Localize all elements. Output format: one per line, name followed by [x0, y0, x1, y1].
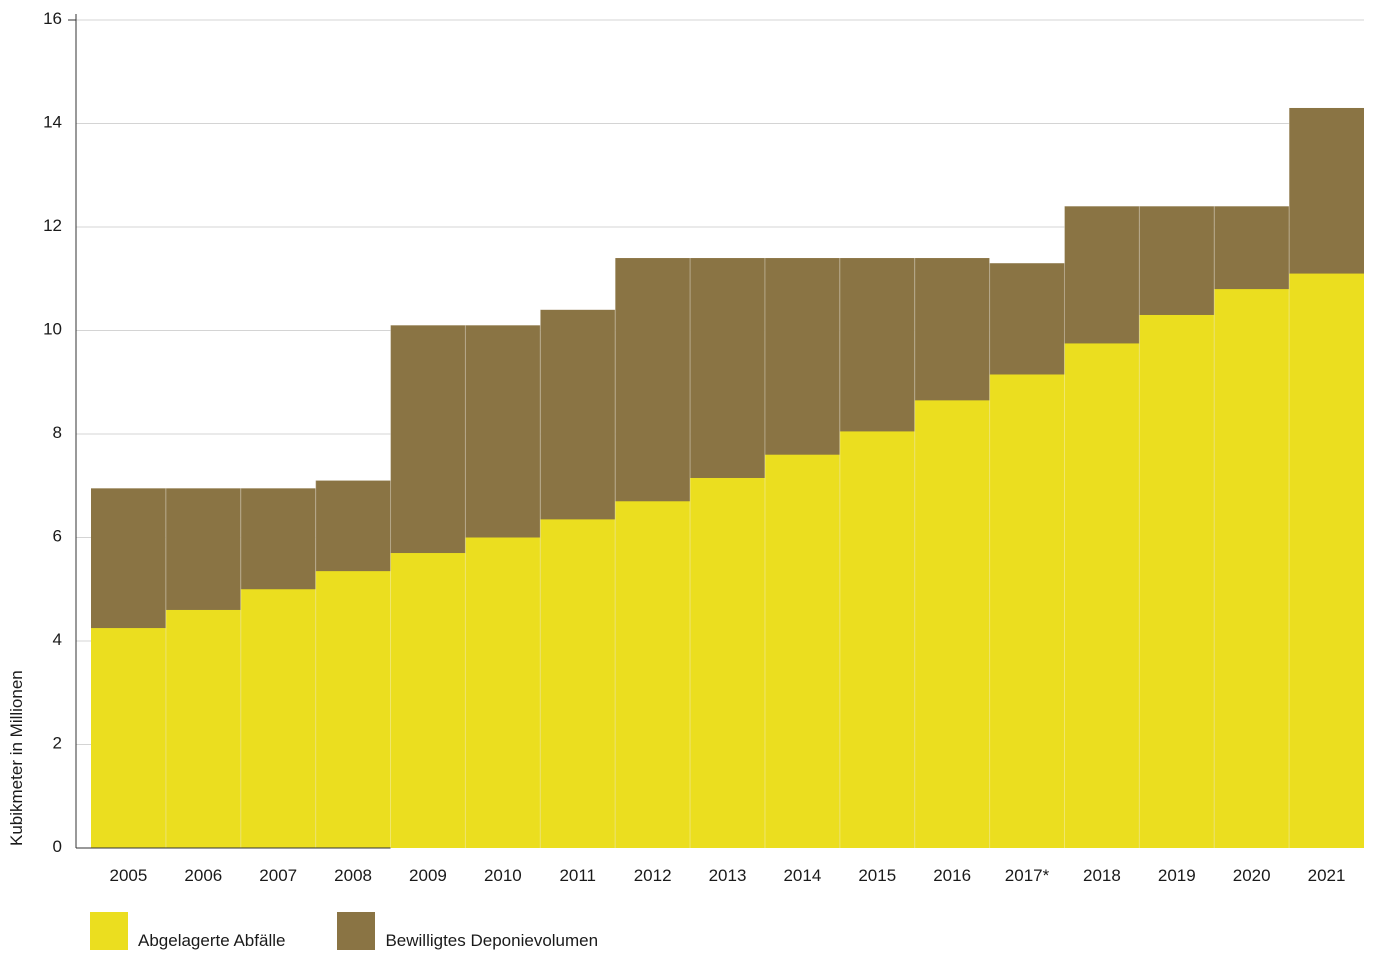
legend-item-abgelagerte-abfaelle: Abgelagerte Abfälle: [90, 912, 285, 950]
x-tick-label: 2006: [184, 866, 222, 885]
y-tick-labels: 0 2 4 6 8 10 12 14 16: [43, 9, 62, 856]
bar-abgelagerte-abf-lle-2008: [316, 571, 391, 848]
bar-abgelagerte-abf-lle-2017: [990, 374, 1065, 848]
legend: Abgelagerte Abfälle Bewilligtes Deponiev…: [90, 912, 650, 950]
x-tick-label: 2016: [933, 866, 971, 885]
x-tick-label: 2008: [334, 866, 372, 885]
y-tick-label: 12: [43, 216, 62, 235]
legend-item-bewilligtes-deponievolumen: Bewilligtes Deponievolumen: [337, 912, 598, 950]
x-tick-label: 2011: [559, 866, 596, 885]
bar-abgelagerte-abf-lle-2018: [1064, 343, 1139, 848]
y-tick-label: 6: [53, 527, 62, 546]
y-tick-label: 0: [53, 837, 62, 856]
x-tick-label: 2013: [709, 866, 747, 885]
legend-label-bewilligtes-deponievolumen: Bewilligtes Deponievolumen: [385, 932, 598, 950]
y-tick-label: 2: [53, 734, 62, 753]
x-tick-label: 2021: [1308, 866, 1346, 885]
y-tick-label: 16: [43, 9, 62, 28]
y-tick-label: 14: [43, 113, 62, 132]
x-tick-label: 2020: [1233, 866, 1271, 885]
bar-abgelagerte-abf-lle-2015: [840, 431, 915, 848]
x-tick-label: 2019: [1158, 866, 1196, 885]
legend-swatch-abgelagerte-abfaelle: [90, 912, 128, 950]
x-tick-label: 2015: [858, 866, 896, 885]
bar-abgelagerte-abf-lle-2012: [615, 501, 690, 848]
x-tick-label: 2017*: [1005, 866, 1050, 885]
bar-abgelagerte-abf-lle-2021: [1289, 274, 1364, 848]
chart-bars: [91, 108, 1364, 848]
x-tick-label: 2018: [1083, 866, 1121, 885]
y-tick-label: 4: [53, 630, 62, 649]
x-tick-label: 2014: [783, 866, 821, 885]
y-tick-label: 8: [53, 423, 62, 442]
bar-abgelagerte-abf-lle-2005: [91, 628, 166, 848]
x-tick-label: 2012: [634, 866, 672, 885]
x-tick-label: 2009: [409, 866, 447, 885]
bar-abgelagerte-abf-lle-2011: [540, 519, 615, 848]
x-tick-label: 2005: [110, 866, 148, 885]
bar-abgelagerte-abf-lle-2010: [465, 538, 540, 849]
bar-abgelagerte-abf-lle-2016: [915, 400, 990, 848]
x-tick-labels: 2005 2006 2007 2008 2009 2010 2011 2012 2013 2014…: [110, 866, 1346, 885]
bar-abgelagerte-abf-lle-2007: [241, 589, 316, 848]
x-tick-label: 2010: [484, 866, 522, 885]
bar-abgelagerte-abf-lle-2020: [1214, 289, 1289, 848]
legend-label-abgelagerte-abfaelle: Abgelagerte Abfälle: [138, 932, 285, 950]
x-tick-label: 2007: [259, 866, 297, 885]
y-axis-title: Kubikmeter in Millionen: [7, 670, 26, 846]
bar-abgelagerte-abf-lle-2019: [1139, 315, 1214, 848]
bar-abgelagerte-abf-lle-2014: [765, 455, 840, 848]
bar-abgelagerte-abf-lle-2009: [391, 553, 466, 848]
bar-abgelagerte-abf-lle-2006: [166, 610, 241, 848]
bar-abgelagerte-abf-lle-2013: [690, 478, 765, 848]
y-tick-label: 10: [43, 320, 62, 339]
legend-swatch-bewilligtes-deponievolumen: [337, 912, 375, 950]
